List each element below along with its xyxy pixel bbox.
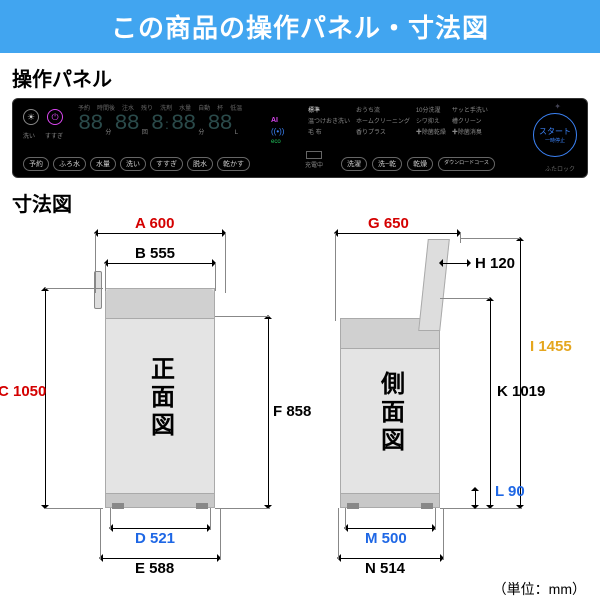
section-diagram-label: 寸法図: [0, 178, 600, 223]
front-view-box: 正面図: [105, 288, 215, 508]
dim-H: H 120: [475, 255, 515, 272]
btn-dry[interactable]: 乾かす: [217, 157, 250, 171]
btn-wash-only[interactable]: 洗濯: [341, 157, 367, 171]
btn-spin[interactable]: 脱水: [187, 157, 213, 171]
start-button[interactable]: スタート 一時停止: [533, 113, 577, 157]
lid-lock-label: ふたロック: [545, 164, 575, 173]
eco-icon: eco: [271, 139, 284, 145]
panel-left-icons: ☀ ⏻: [23, 109, 63, 125]
side-view-title: 側面図: [373, 371, 408, 455]
dim-E: E 588: [135, 560, 174, 577]
btn-rinse[interactable]: すすぎ: [150, 157, 183, 171]
banner-title: この商品の操作パネル・寸法図: [0, 0, 600, 53]
dim-B: B 555: [135, 245, 175, 262]
tiny-rinse: すすぎ: [45, 131, 63, 140]
dim-L: L 90: [495, 483, 525, 500]
panel-digits: 88分 88回 8: 88分 88L: [78, 111, 239, 136]
tiny-wash: 洗い: [23, 131, 35, 140]
dim-M: M 500: [365, 530, 407, 547]
btn-dry-only[interactable]: 乾燥: [407, 157, 433, 171]
section-panel-label: 操作パネル: [0, 53, 600, 98]
dim-D: D 521: [135, 530, 175, 547]
charging-indicator: 充電中: [305, 151, 323, 169]
mode-grid: 標準 おうち流 10分洗濯 サッと手洗い 温つけおき洗い ホームクリーニング シ…: [308, 105, 488, 136]
brightness-icon: ☀: [23, 109, 39, 125]
btn-wash[interactable]: 洗い: [120, 157, 146, 171]
btn-wash-dry[interactable]: 洗~乾: [372, 157, 402, 171]
front-view-title: 正面図: [143, 356, 178, 440]
side-view-box: 側面図: [340, 318, 440, 508]
dim-K: K 1019: [497, 383, 545, 400]
dim-I: I 1455: [530, 338, 572, 355]
unit-footer: （単位：mm）: [493, 579, 586, 599]
dim-F: F 858: [273, 403, 311, 420]
dim-C: C 1050: [0, 383, 46, 400]
control-panel: ☀ ⏻ 洗い すすぎ 予約 時間後 注水 残り 洗剤 水量 自動 杯 低温 88…: [12, 98, 588, 178]
dimension-diagram: 正面図 A 600 B 555 C 1050 D 521 E 588 F 858…: [0, 223, 600, 603]
btn-download[interactable]: ダウンロードコース: [438, 157, 495, 171]
spark-icon: ✦: [554, 102, 561, 111]
dim-A: A 600: [135, 215, 174, 232]
wifi-icon: ((•)): [271, 127, 284, 136]
open-lid: [418, 239, 450, 331]
btn-bath[interactable]: ふろ水: [53, 157, 86, 171]
dim-G: G 650: [368, 215, 409, 232]
ai-icon: AI: [271, 117, 284, 124]
btn-water[interactable]: 水量: [90, 157, 116, 171]
panel-bottom-buttons: 予約 ふろ水 水量 洗い すすぎ 脱水 乾かす: [23, 157, 250, 171]
power-icon: ⏻: [47, 109, 63, 125]
btn-reserve[interactable]: 予約: [23, 157, 49, 171]
dim-N: N 514: [365, 560, 405, 577]
